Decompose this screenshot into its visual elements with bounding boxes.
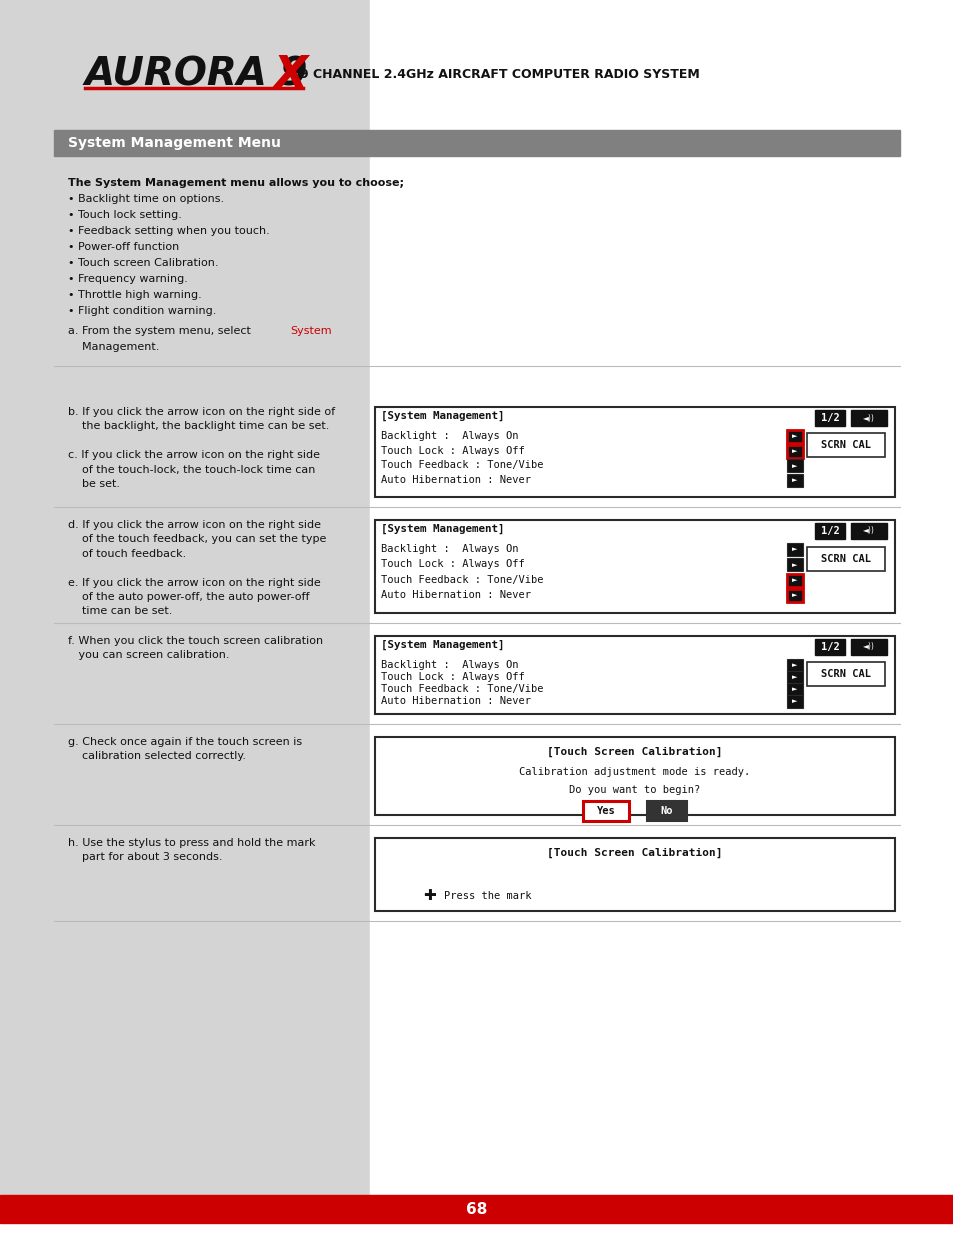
- Text: ►: ►: [792, 463, 797, 469]
- Text: 68: 68: [466, 1202, 487, 1216]
- Text: X: X: [273, 53, 307, 96]
- Bar: [786, 558, 802, 572]
- Text: ►: ►: [792, 448, 797, 454]
- Text: Touch Feedback : Tone/Vibe: Touch Feedback : Tone/Vibe: [380, 574, 543, 584]
- Bar: [375, 520, 894, 613]
- Bar: [806, 433, 884, 457]
- Bar: [582, 802, 628, 821]
- Text: b. If you click the arrow icon on the right side of
    the backlight, the backl: b. If you click the arrow icon on the ri…: [68, 408, 335, 489]
- Text: ►: ►: [792, 662, 797, 668]
- Bar: [646, 802, 686, 821]
- Text: [Touch Screen Calibration]: [Touch Screen Calibration]: [547, 747, 722, 757]
- Text: ►: ►: [792, 577, 797, 583]
- Text: • Throttle high warning.: • Throttle high warning.: [68, 290, 201, 300]
- Text: Touch Feedback : Tone/Vibe: Touch Feedback : Tone/Vibe: [380, 461, 543, 471]
- Text: ►: ►: [792, 547, 797, 552]
- Text: • Flight condition warning.: • Flight condition warning.: [68, 306, 216, 316]
- Text: ◄)): ◄)): [862, 526, 874, 536]
- Bar: [814, 638, 844, 655]
- Bar: [786, 659, 802, 672]
- Bar: [375, 636, 894, 714]
- Text: • Feedback setting when you touch.: • Feedback setting when you touch.: [68, 226, 270, 236]
- Bar: [0, 1195, 953, 1223]
- Bar: [786, 445, 802, 458]
- Text: Backlight :  Always On: Backlight : Always On: [380, 431, 518, 441]
- Text: SCRN CAL: SCRN CAL: [821, 441, 870, 451]
- Text: System Management Menu: System Management Menu: [68, 136, 280, 149]
- Text: ►: ►: [792, 433, 797, 440]
- Text: • Touch screen Calibration.: • Touch screen Calibration.: [68, 258, 218, 268]
- Bar: [806, 662, 884, 685]
- Bar: [786, 430, 802, 443]
- Text: • Power-off function: • Power-off function: [68, 242, 179, 252]
- Text: No: No: [660, 806, 673, 816]
- Text: Auto Hibernation : Never: Auto Hibernation : Never: [380, 475, 531, 485]
- Text: • Backlight time on options.: • Backlight time on options.: [68, 194, 224, 204]
- Text: ►: ►: [792, 699, 797, 704]
- Text: [System Management]: [System Management]: [380, 411, 504, 421]
- Text: g. Check once again if the touch screen is
    calibration selected correctly.: g. Check once again if the touch screen …: [68, 737, 302, 762]
- Text: Management.: Management.: [68, 342, 159, 352]
- Text: AURORA 9: AURORA 9: [85, 56, 308, 94]
- Text: Touch Lock : Always Off: Touch Lock : Always Off: [380, 672, 524, 682]
- Text: Press the mark: Press the mark: [443, 890, 531, 902]
- Text: ◄)): ◄)): [862, 414, 874, 422]
- Bar: [806, 547, 884, 571]
- Text: d. If you click the arrow icon on the right side
    of the touch feedback, you : d. If you click the arrow icon on the ri…: [68, 520, 326, 616]
- Text: ►: ►: [792, 562, 797, 568]
- Text: [System Management]: [System Management]: [380, 640, 504, 650]
- Text: [Touch Screen Calibration]: [Touch Screen Calibration]: [547, 848, 722, 858]
- Text: • Frequency warning.: • Frequency warning.: [68, 274, 188, 284]
- Bar: [786, 671, 802, 684]
- Text: ►: ►: [792, 593, 797, 599]
- Bar: [786, 574, 802, 587]
- Text: Touch Feedback : Tone/Vibe: Touch Feedback : Tone/Vibe: [380, 684, 543, 694]
- Bar: [375, 737, 894, 815]
- Text: Auto Hibernation : Never: Auto Hibernation : Never: [380, 697, 531, 706]
- Text: Backlight :  Always On: Backlight : Always On: [380, 659, 518, 671]
- Text: a. From the system menu, select: a. From the system menu, select: [68, 326, 254, 336]
- Bar: [786, 695, 802, 708]
- Text: Backlight :  Always On: Backlight : Always On: [380, 543, 518, 555]
- Bar: [850, 410, 886, 426]
- Bar: [375, 839, 894, 911]
- Bar: [786, 543, 802, 556]
- Text: Calibration adjustment mode is ready.: Calibration adjustment mode is ready.: [518, 767, 750, 777]
- Text: f. When you click the touch screen calibration
   you can screen calibration.: f. When you click the touch screen calib…: [68, 636, 323, 661]
- Bar: [370, 0, 953, 1235]
- Bar: [814, 522, 844, 538]
- Text: ►: ►: [792, 478, 797, 483]
- Text: 9 CHANNEL 2.4GHz AIRCRAFT COMPUTER RADIO SYSTEM: 9 CHANNEL 2.4GHz AIRCRAFT COMPUTER RADIO…: [299, 68, 699, 82]
- Bar: [814, 410, 844, 426]
- Bar: [786, 474, 802, 487]
- Text: Touch Lock : Always Off: Touch Lock : Always Off: [380, 559, 524, 569]
- Text: The System Management menu allows you to choose;: The System Management menu allows you to…: [68, 178, 403, 188]
- Text: • Touch lock setting.: • Touch lock setting.: [68, 210, 182, 220]
- Bar: [375, 408, 894, 496]
- Text: Auto Hibernation : Never: Auto Hibernation : Never: [380, 590, 531, 600]
- Bar: [786, 459, 802, 472]
- Text: ►: ►: [792, 687, 797, 693]
- Bar: [850, 522, 886, 538]
- Text: 1/2: 1/2: [820, 642, 839, 652]
- Text: 1/2: 1/2: [820, 526, 839, 536]
- Bar: [0, 0, 370, 1235]
- Text: SCRN CAL: SCRN CAL: [821, 553, 870, 563]
- Bar: [786, 589, 802, 601]
- Bar: [786, 683, 802, 697]
- Bar: [850, 638, 886, 655]
- Text: SCRN CAL: SCRN CAL: [821, 668, 870, 678]
- Text: ►: ►: [792, 674, 797, 680]
- Text: Do you want to begin?: Do you want to begin?: [569, 785, 700, 795]
- Text: ✚: ✚: [423, 888, 436, 904]
- Bar: [54, 130, 899, 156]
- Text: 1/2: 1/2: [820, 412, 839, 424]
- Bar: [0, 1223, 953, 1235]
- Text: Touch Lock : Always Off: Touch Lock : Always Off: [380, 446, 524, 456]
- Text: System: System: [290, 326, 332, 336]
- Text: ◄)): ◄)): [862, 642, 874, 652]
- Text: Yes: Yes: [596, 806, 615, 816]
- Text: [System Management]: [System Management]: [380, 524, 504, 535]
- Text: h. Use the stylus to press and hold the mark
    part for about 3 seconds.: h. Use the stylus to press and hold the …: [68, 839, 315, 862]
